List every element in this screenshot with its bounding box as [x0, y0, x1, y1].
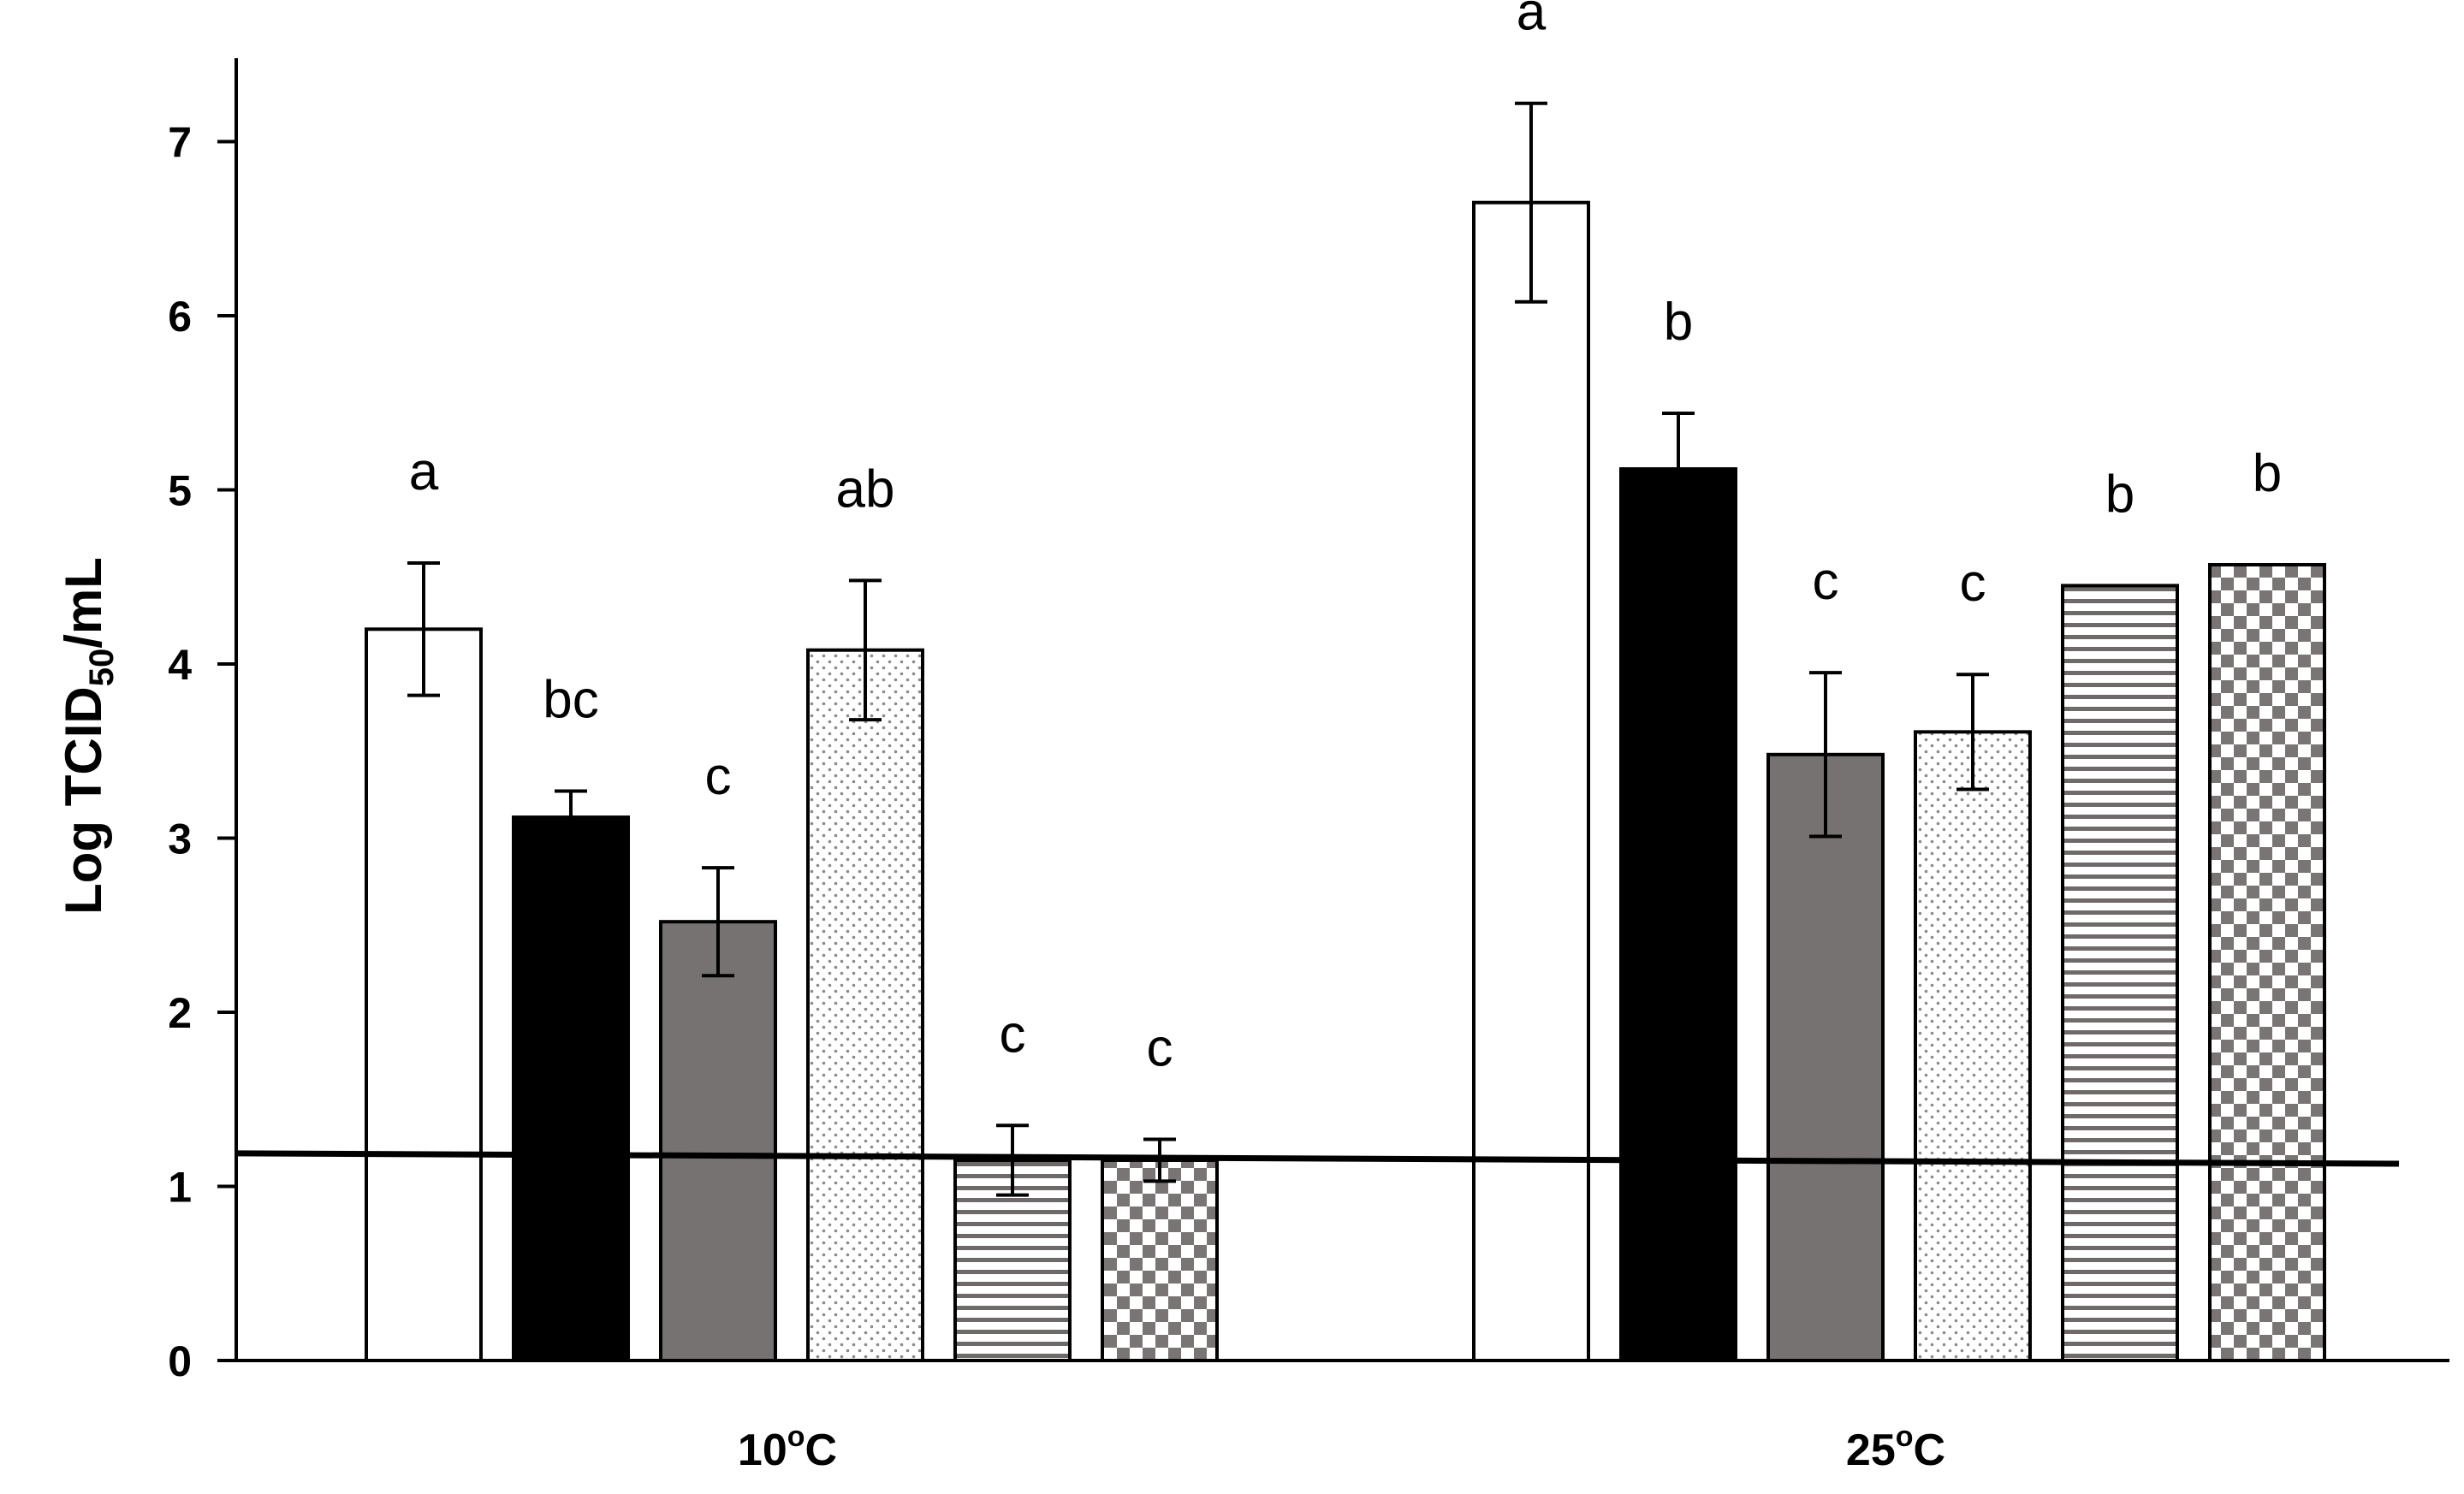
- y-tick-label-6: 6: [168, 293, 192, 341]
- error-bar-series-5-group-1: [996, 1123, 1029, 1197]
- sig-letter-series-5-group-2: b: [2105, 465, 2134, 524]
- y-tick-label-5: 5: [168, 467, 192, 515]
- y-tick-label-1: 1: [168, 1164, 192, 1212]
- group-label-10c: 10oC: [738, 1420, 837, 1475]
- sig-letter-series-1-group-1: a: [409, 442, 439, 501]
- group-labels: 10oC 25oC: [738, 1420, 1945, 1475]
- error-bars: [407, 101, 1989, 1197]
- error-bar-series-3-group-2: [1809, 671, 1842, 839]
- sig-letter-series-2-group-1: bc: [543, 671, 598, 730]
- error-bar-series-4-group-1: [849, 578, 882, 722]
- y-ticks: 0 1 2 3 4 5 6 7: [168, 119, 236, 1385]
- sig-letter-series-1-group-2: a: [1517, 0, 1547, 42]
- error-bar-series-2-group-1: [555, 789, 587, 845]
- error-bar-series-2-group-2: [1662, 411, 1695, 527]
- y-tick-label-7: 7: [168, 119, 192, 167]
- sig-letter-series-5-group-1: c: [1000, 1005, 1026, 1064]
- bar-series-1-group-2: [1472, 200, 1590, 1363]
- bar-series-4-group-1: [806, 648, 924, 1362]
- y-tick-label-0: 0: [168, 1337, 192, 1385]
- y-axis-label: Log TCID50/mL: [55, 557, 121, 915]
- sig-letter-series-3-group-2: c: [1813, 552, 1839, 611]
- error-bar-series-1-group-2: [1515, 101, 1547, 304]
- error-bar-series-3-group-1: [702, 866, 734, 978]
- bar-series-6-group-1: [1101, 1158, 1219, 1362]
- sig-letter-series-2-group-2: b: [1664, 293, 1693, 352]
- bar-series-4-group-2: [1914, 730, 2032, 1362]
- bar-series-2-group-2: [1619, 467, 1737, 1363]
- error-bar-series-4-group-2: [1956, 673, 1989, 791]
- bar-series-1-group-1: [365, 627, 483, 1362]
- y-tick-label-2: 2: [168, 989, 192, 1037]
- y-tick-label-4: 4: [168, 641, 192, 689]
- bar-series-5-group-2: [2061, 584, 2179, 1362]
- sig-letter-series-4-group-2: c: [1960, 554, 1986, 613]
- sig-letter-series-6-group-2: b: [2253, 444, 2282, 503]
- bar-series-6-group-2: [2208, 563, 2326, 1362]
- bars: [365, 200, 2326, 1363]
- group-label-25c: 25oC: [1846, 1420, 1945, 1475]
- sig-letter-series-6-group-1: c: [1147, 1019, 1173, 1078]
- sig-letter-series-4-group-1: ab: [836, 459, 895, 519]
- bar-series-3-group-2: [1766, 752, 1885, 1362]
- y-tick-label-3: 3: [168, 815, 192, 863]
- bar-series-2-group-1: [512, 815, 630, 1362]
- bar-series-3-group-1: [659, 920, 777, 1363]
- error-bar-series-1-group-1: [407, 560, 440, 697]
- detection-limit-line: [235, 1150, 2400, 1167]
- sig-letter-series-3-group-1: c: [705, 747, 732, 806]
